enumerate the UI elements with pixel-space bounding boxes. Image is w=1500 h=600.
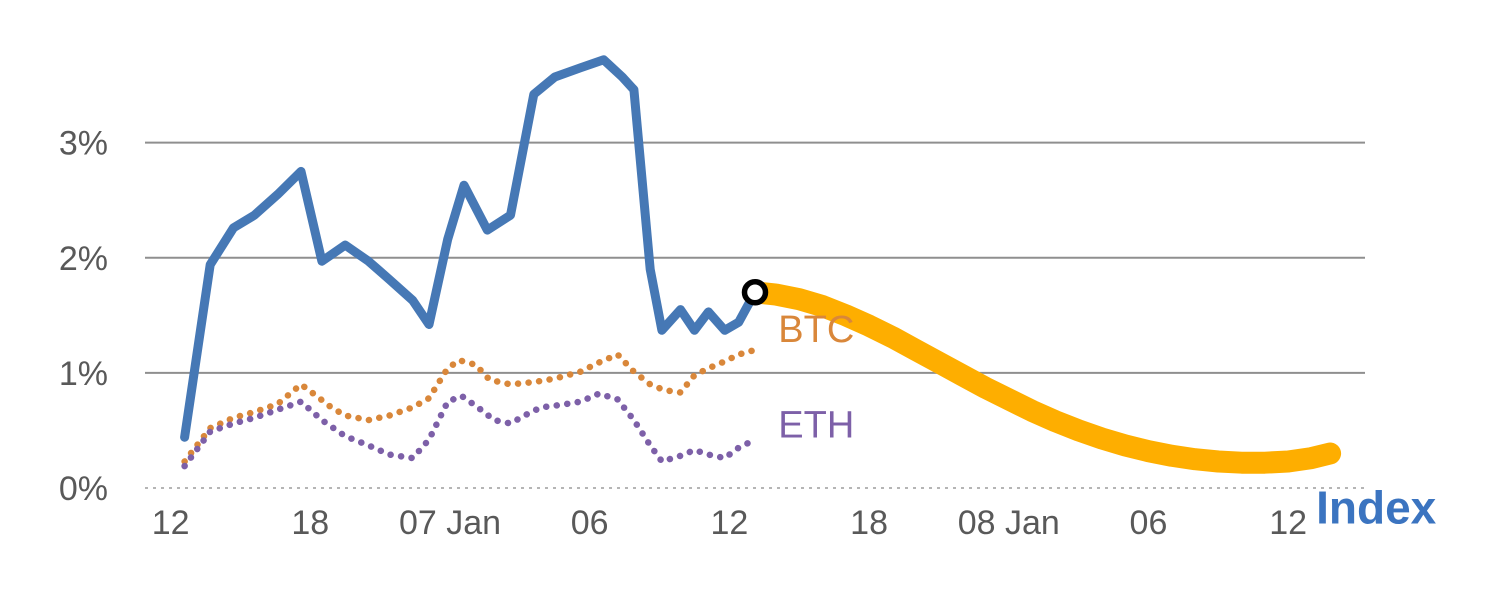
y-tick-label: 1%	[59, 355, 108, 393]
x-tick-label: 06	[1130, 504, 1168, 542]
series-label-eth: ETH	[778, 404, 854, 446]
y-tick-label: 2%	[59, 240, 108, 278]
x-tick-label: 06	[571, 504, 609, 542]
x-tick-label: 18	[291, 504, 329, 542]
y-tick-label: 0%	[59, 470, 108, 508]
x-tick-label: 12	[152, 504, 190, 542]
series-btc-line	[181, 346, 759, 465]
current-point-marker	[741, 279, 769, 306]
y-tick-label: 3%	[59, 125, 108, 163]
series-label-btc: BTC	[778, 309, 854, 351]
series-eth-line	[181, 390, 759, 470]
series-projection-line	[744, 281, 1342, 474]
series-index-line	[180, 55, 760, 442]
series-label-index: Index	[1316, 482, 1437, 534]
x-tick-label: 12	[710, 504, 748, 542]
x-tick-label: 12	[1269, 504, 1307, 542]
x-tick-label: 07 Jan	[399, 504, 501, 542]
x-tick-label: 18	[850, 504, 888, 542]
x-tick-label: 08 Jan	[958, 504, 1060, 542]
